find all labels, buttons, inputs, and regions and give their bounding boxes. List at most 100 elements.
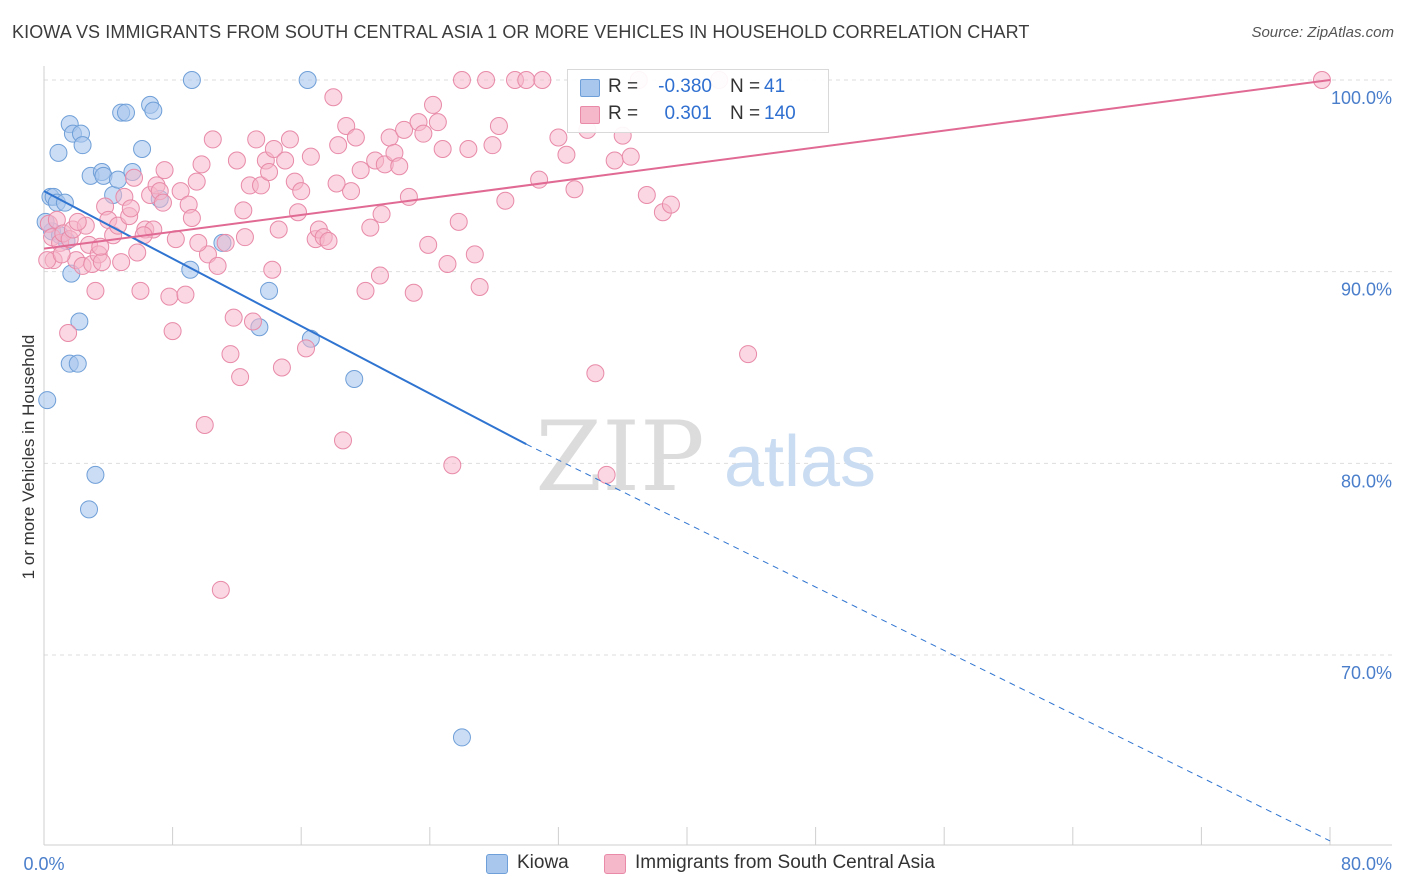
immigrants-point (301, 147, 320, 166)
immigrants-point (192, 155, 211, 174)
y-axis-label: 1 or more Vehicles in Household (19, 335, 38, 580)
y-tick-label: 90.0% (1341, 280, 1392, 300)
immigrants-point (324, 88, 343, 107)
y-tick-label: 70.0% (1341, 663, 1392, 683)
immigrants-point (605, 151, 624, 170)
immigrants-point (319, 232, 338, 250)
kiowa-point (68, 354, 87, 373)
immigrants-point (372, 205, 391, 224)
immigrants-point (155, 161, 174, 180)
legend-r-value: 0.301 (664, 103, 712, 124)
immigrants-point (260, 163, 279, 181)
immigrants-point (125, 168, 144, 187)
x-tick-label: 80.0% (1341, 854, 1392, 874)
chart-title: KIOWA VS IMMIGRANTS FROM SOUTH CENTRAL A… (12, 22, 1030, 42)
immigrants-point (235, 228, 254, 247)
immigrants-point (337, 117, 356, 135)
immigrants-point (428, 113, 447, 132)
immigrants-point (59, 324, 78, 342)
immigrants-point (351, 161, 370, 180)
immigrants-point (153, 193, 172, 212)
immigrants-point (621, 147, 640, 166)
kiowa-point (86, 465, 105, 484)
immigrants-point (171, 182, 190, 201)
legend-n-value: 140 (764, 103, 796, 124)
immigrants-point (234, 201, 253, 220)
y-tick-label: 100.0% (1331, 88, 1392, 108)
immigrants-point (399, 187, 418, 206)
immigrants-point (390, 157, 409, 176)
immigrants-points (38, 71, 1331, 599)
immigrants-point (243, 312, 262, 331)
kiowa-point (73, 136, 92, 155)
legend-r-label: R = (608, 103, 639, 124)
immigrants-point (112, 253, 131, 272)
immigrants-point (557, 145, 576, 164)
immigrants-point (263, 260, 282, 279)
y-tick-label: 80.0% (1341, 471, 1392, 491)
watermark-atlas: atlas (724, 422, 876, 502)
legend-r-label: R = (608, 76, 639, 97)
kiowa-point (298, 71, 317, 89)
immigrants-point (52, 245, 71, 264)
immigrants-point (195, 416, 214, 434)
immigrants-point (449, 212, 468, 231)
immigrants-point (533, 71, 552, 89)
series-legend: Kiowa Immigrants from South Central Asia (0, 852, 1406, 876)
immigrants-point (327, 174, 346, 193)
immigrants-point (739, 345, 758, 364)
immigrants-point (292, 182, 311, 201)
immigrants-point (189, 233, 208, 252)
kiowa-trend-extension (526, 443, 1331, 842)
immigrants-point (459, 140, 478, 158)
kiowa-point (260, 281, 279, 300)
immigrants-point (216, 233, 235, 252)
immigrants-point (252, 176, 271, 195)
kiowa-trend-line (43, 190, 527, 446)
kiowa-point (70, 312, 89, 331)
legend-swatch-kiowa (580, 79, 600, 97)
immigrants-point (346, 128, 365, 147)
immigrants-point (288, 203, 307, 222)
legend-n-label: N = (730, 103, 761, 124)
immigrants-point (128, 243, 147, 262)
immigrants-point (661, 195, 680, 214)
immigrants-point (208, 256, 227, 275)
immigrants-point (443, 456, 462, 475)
immigrants-point (187, 172, 206, 191)
immigrants-point (530, 170, 549, 189)
immigrants-point (264, 140, 283, 158)
immigrants-point (329, 136, 348, 155)
immigrants-point (361, 218, 380, 237)
immigrants-point (404, 283, 423, 302)
immigrants-point (224, 308, 243, 327)
immigrants-point (517, 71, 536, 89)
immigrants-point (227, 151, 246, 170)
kiowa-point (182, 71, 201, 89)
immigrants-point (203, 130, 222, 149)
immigrants-point (182, 209, 201, 227)
legend-n-label: N = (730, 76, 761, 97)
kiowa-point (49, 143, 68, 162)
trend-lines (43, 79, 1331, 842)
immigrants-point (483, 136, 502, 155)
series-label-immigrants: Immigrants from South Central Asia (635, 852, 935, 873)
immigrants-point (121, 199, 140, 218)
kiowa-point (345, 370, 364, 388)
source-label: Source: ZipAtlas.com (1251, 24, 1394, 41)
immigrants-point (160, 287, 179, 306)
x-tick-labels: 0.0% 80.0% (23, 854, 1392, 874)
immigrants-point (549, 128, 568, 147)
immigrants-point (414, 124, 433, 143)
immigrants-point (272, 358, 291, 377)
immigrants-point (176, 285, 195, 304)
immigrants-point (470, 278, 489, 296)
watermark: ZIP atlas (535, 401, 876, 513)
immigrants-point (356, 281, 375, 300)
immigrants-point (163, 322, 182, 341)
kiowa-point (133, 140, 152, 158)
legend-n-value: 41 (764, 76, 786, 97)
kiowa-point (452, 728, 471, 747)
immigrants-point (565, 180, 584, 199)
